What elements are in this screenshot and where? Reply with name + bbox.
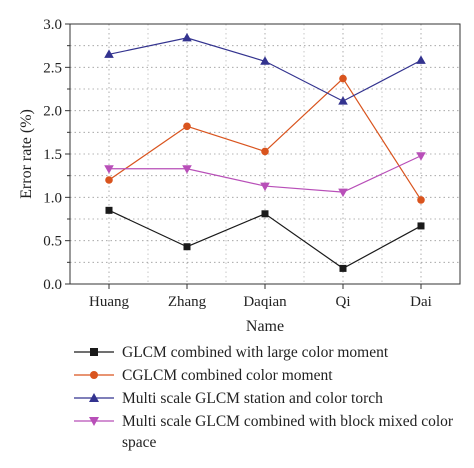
data-point — [105, 176, 113, 184]
legend: GLCM combined with large color moment CG… — [72, 342, 472, 455]
data-point — [338, 188, 348, 198]
series-2 — [105, 74, 425, 204]
data-point — [182, 165, 192, 174]
y-tick-label: 1.5 — [43, 147, 62, 163]
legend-swatch — [74, 371, 114, 379]
data-point — [183, 122, 191, 131]
data-point — [261, 210, 269, 218]
legend-label: CGLCM combined color moment — [122, 367, 333, 384]
data-point — [416, 55, 426, 64]
legend-label: Multi scale GLCM station and color torch — [122, 390, 383, 407]
legend-item-glcm-large-color-moment: GLCM combined with large color moment — [72, 342, 472, 363]
data-point — [339, 264, 347, 272]
data-point — [339, 74, 347, 83]
y-axis: 0.0 0.5 1.0 1.5 2.0 2.5 3.0 — [43, 17, 70, 293]
series-3 — [104, 32, 426, 105]
data-point — [104, 165, 114, 174]
y-axis-title: Error rate (%) — [18, 109, 35, 199]
x-tick-label: Huang — [89, 294, 129, 310]
legend-label: GLCM combined with large color moment — [122, 344, 389, 361]
data-point — [338, 96, 348, 105]
data-point — [260, 56, 270, 65]
y-tick-label: 2.0 — [43, 104, 62, 120]
x-tick-label: Qi — [336, 294, 351, 310]
legend-label: Multi scale GLCM combined with block mix… — [122, 413, 454, 451]
data-point — [182, 32, 192, 42]
y-tick-label: 3.0 — [43, 17, 62, 33]
line-chart: 0.0 0.5 1.0 1.5 2.0 2.5 3.0 Huang Zhang Daqian Qi… — [18, 17, 461, 335]
x-axis: Huang Zhang Daqian Qi Dai — [89, 284, 432, 310]
legend-swatch — [74, 348, 114, 356]
y-tick-label: 0.5 — [43, 234, 62, 250]
data-point — [260, 182, 270, 192]
data-point — [416, 152, 426, 161]
data-point — [417, 222, 425, 230]
data-point — [104, 49, 114, 58]
legend-item-cglcm-color-moment: CGLCM combined color moment — [72, 365, 472, 386]
legend-swatch — [74, 417, 114, 426]
y-tick-label: 2.5 — [43, 60, 62, 76]
y-tick-label: 1.0 — [43, 190, 62, 206]
series-1 — [105, 206, 425, 272]
x-axis-title: Name — [246, 318, 284, 335]
x-tick-label: Zhang — [168, 294, 207, 310]
data-point — [183, 243, 191, 251]
x-tick-label: Daqian — [243, 294, 287, 310]
y-tick-label: 0.0 — [43, 277, 62, 293]
x-tick-label: Dai — [410, 294, 432, 310]
data-point — [105, 206, 113, 214]
data-point — [417, 196, 425, 204]
legend-swatch — [74, 393, 114, 402]
legend-item-multiscale-station-color-torch: Multi scale GLCM station and color torch — [72, 388, 472, 409]
series-4 — [104, 152, 426, 198]
series-layer — [104, 32, 426, 272]
legend-item-multiscale-block-mixed-color-space: Multi scale GLCM combined with block mix… — [72, 411, 472, 453]
data-point — [261, 147, 269, 156]
